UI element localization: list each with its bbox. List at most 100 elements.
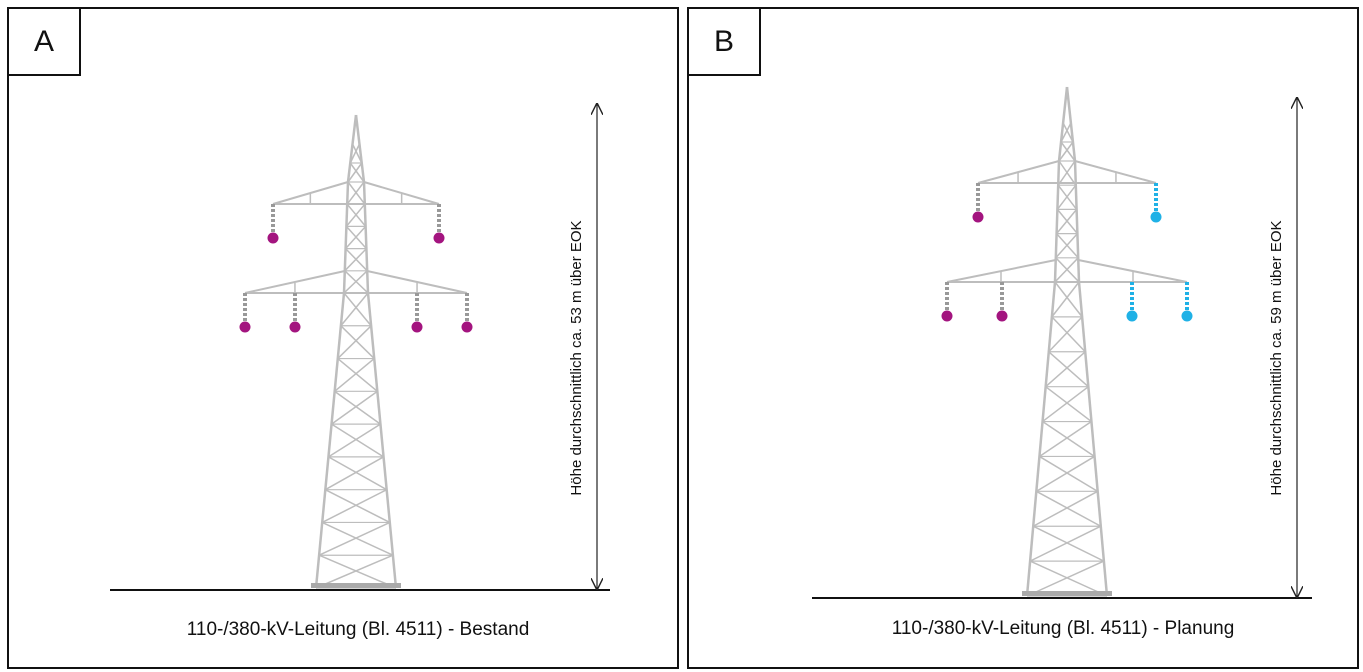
lattice xyxy=(347,162,363,183)
lattice xyxy=(354,114,366,183)
lattice xyxy=(1078,259,1188,283)
lattice xyxy=(349,162,365,183)
lattice xyxy=(345,225,367,250)
pylon xyxy=(941,86,1193,597)
lattice xyxy=(1048,351,1089,388)
lattice xyxy=(946,259,1056,283)
lattice xyxy=(324,456,384,491)
lattice xyxy=(1032,525,1105,562)
conductor xyxy=(267,232,279,244)
panel-frame xyxy=(687,7,1359,669)
lattice xyxy=(272,181,349,205)
lattice xyxy=(340,325,375,360)
lattice xyxy=(321,488,388,524)
lattice xyxy=(351,143,363,164)
lattice xyxy=(1042,386,1089,423)
lattice xyxy=(346,181,365,205)
panel-label: B xyxy=(714,25,734,58)
lattice xyxy=(345,203,366,227)
lattice xyxy=(1026,560,1105,597)
lattice xyxy=(1073,160,1081,283)
lattice xyxy=(1035,455,1095,492)
base xyxy=(1022,591,1112,596)
lattice xyxy=(343,270,368,294)
lattice xyxy=(331,390,378,425)
lattice xyxy=(337,357,378,392)
lattice xyxy=(1045,386,1092,423)
lattice xyxy=(1048,316,1083,353)
conductor xyxy=(411,321,423,333)
lattice xyxy=(1035,490,1102,527)
lattice xyxy=(1053,160,1061,283)
lattice xyxy=(1029,525,1102,562)
lattice xyxy=(314,292,346,589)
conductor xyxy=(996,310,1008,322)
lattice xyxy=(1029,560,1108,597)
conductor xyxy=(433,232,445,244)
lattice xyxy=(1062,122,1074,143)
conductor xyxy=(1181,310,1193,322)
lattice xyxy=(328,423,381,458)
conductor xyxy=(461,321,473,333)
lattice xyxy=(349,143,361,164)
lattice xyxy=(1039,420,1092,458)
lattice xyxy=(346,114,358,183)
height-label: Höhe durchschnittlich ca. 59 m über EOK xyxy=(1268,220,1285,495)
lattice xyxy=(362,181,370,294)
panel-frame xyxy=(7,7,679,669)
conductor xyxy=(972,211,984,223)
panel-b: B Höhe durchschnittlich ca. 59 m über EO… xyxy=(687,7,1359,669)
conductor xyxy=(941,310,953,322)
lattice xyxy=(1056,208,1078,235)
lattice xyxy=(337,325,372,360)
lattice xyxy=(1055,233,1078,259)
caption: 110-/380-kV-Leitung (Bl. 4511) - Bestand xyxy=(187,619,530,640)
panel-label: A xyxy=(34,25,54,58)
conductor xyxy=(1150,211,1162,223)
lattice xyxy=(342,181,350,294)
caption: 110-/380-kV-Leitung (Bl. 4511) - Planung xyxy=(892,618,1235,639)
label-box xyxy=(7,7,81,76)
lattice xyxy=(1039,455,1099,492)
lattice xyxy=(1057,160,1076,186)
lattice xyxy=(334,390,381,425)
lattice xyxy=(331,423,384,458)
lattice xyxy=(1032,490,1099,527)
lattice xyxy=(1060,141,1076,162)
lattice xyxy=(1058,141,1074,162)
base xyxy=(311,583,401,588)
pylon xyxy=(239,114,473,589)
lattice xyxy=(318,521,391,556)
lattice xyxy=(340,292,369,327)
label-box xyxy=(687,7,761,76)
lattice xyxy=(343,292,372,327)
lattice xyxy=(977,160,1060,184)
lattice xyxy=(1051,281,1080,318)
lattice xyxy=(366,292,398,589)
lattice xyxy=(334,357,375,392)
lattice xyxy=(1054,257,1079,283)
lattice xyxy=(328,456,388,491)
lattice xyxy=(244,270,346,294)
lattice xyxy=(1042,420,1095,458)
conductor xyxy=(239,321,251,333)
lattice xyxy=(1060,122,1072,143)
conductor xyxy=(1126,310,1138,322)
lattice xyxy=(1051,316,1086,353)
lattice xyxy=(1077,281,1109,597)
lattice xyxy=(1025,281,1057,597)
lattice xyxy=(1045,351,1086,388)
lattice xyxy=(1056,184,1077,210)
lattice xyxy=(324,488,391,524)
height-label: Höhe durchschnittlich ca. 53 m über EOK xyxy=(568,220,585,495)
conductor xyxy=(289,321,301,333)
lattice xyxy=(1054,281,1083,318)
panel-a: A Höhe durchschnittlich ca. 53 m über EO… xyxy=(7,7,679,669)
lattice xyxy=(1074,160,1157,184)
lattice xyxy=(363,181,440,205)
lattice xyxy=(321,521,394,556)
lattice xyxy=(344,248,367,272)
lattice xyxy=(366,270,468,294)
lattice xyxy=(315,554,394,589)
